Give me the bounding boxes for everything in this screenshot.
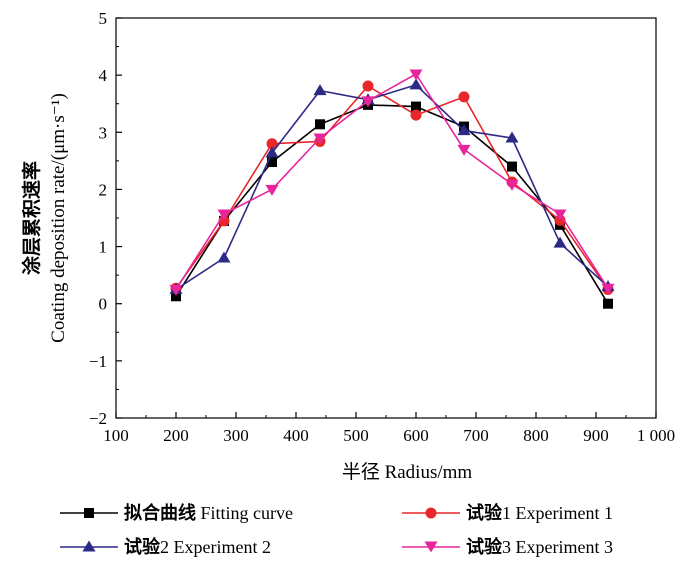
series-0 — [171, 99, 613, 309]
legend-marker-experiment-2 — [82, 540, 96, 552]
legend-label-fitting: 拟合曲线 Fitting curve — [124, 502, 293, 523]
data-point — [603, 298, 613, 309]
legend-label-experiment-1-en: Experiment 1 — [516, 503, 613, 523]
y-tick-label: 1 — [99, 238, 108, 257]
series-3 — [169, 69, 615, 296]
legend-label-experiment-1-num: 1 — [502, 503, 511, 523]
data-point — [553, 209, 567, 221]
y-tick-label: 3 — [99, 123, 108, 142]
x-tick-label: 600 — [403, 426, 429, 445]
x-tick-label: 200 — [163, 426, 189, 445]
x-tick-label: 500 — [343, 426, 369, 445]
x-tick-label: 700 — [463, 426, 489, 445]
legend-label-fitting-zh: 拟合曲线 — [124, 502, 196, 523]
y-tick-label: 5 — [99, 9, 108, 28]
y-tick-label: −1 — [89, 352, 107, 371]
legend-label-experiment-3-zh: 试验 — [466, 536, 503, 557]
data-point — [171, 291, 181, 302]
x-tick-label: 100 — [103, 426, 129, 445]
data-point — [266, 138, 278, 150]
y-axis-title-en: Coating deposition rate/(μm·s⁻¹) — [48, 93, 69, 343]
data-point — [267, 157, 277, 167]
legend-marker-experiment-3 — [424, 541, 438, 553]
legend-label-experiment-2: 试验2 Experiment 2 — [124, 536, 271, 557]
legend-item-fitting: 拟合曲线 Fitting curve — [60, 502, 293, 523]
data-point — [217, 251, 231, 263]
x-tick-label: 1 000 — [637, 426, 675, 445]
legend-marker-fitting — [84, 508, 94, 518]
x-tick-label: 900 — [583, 426, 609, 445]
x-tick-label: 800 — [523, 426, 549, 445]
legend: 拟合曲线 Fitting curve 试验1 Experiment 1 试验2 … — [60, 502, 613, 557]
data-point — [505, 131, 519, 143]
legend-item-experiment-2: 试验2 Experiment 2 — [60, 536, 271, 557]
series-layer — [169, 69, 615, 309]
legend-label-experiment-3-en: Experiment 3 — [516, 537, 613, 557]
legend-item-experiment-1: 试验1 Experiment 1 — [402, 502, 613, 523]
x-tick-label: 300 — [223, 426, 249, 445]
data-point — [409, 78, 423, 90]
data-point — [315, 119, 325, 130]
x-axis-ticks: 100 200 300 400 500 600 700 800 900 1 000 — [103, 412, 675, 445]
series-line — [175, 104, 609, 305]
data-point — [457, 124, 471, 136]
data-point — [507, 161, 517, 172]
legend-label-experiment-2-num: 2 — [160, 537, 169, 557]
y-tick-label: 4 — [99, 66, 108, 85]
data-point — [457, 144, 471, 156]
data-point — [265, 184, 279, 196]
legend-label-fitting-en: Fitting curve — [201, 503, 294, 523]
series-line — [175, 84, 609, 291]
y-tick-label: 2 — [99, 180, 108, 199]
y-axis-title: 涂层累积速率 Coating deposition rate/(μm·s⁻¹) — [20, 93, 69, 343]
series-line — [175, 85, 609, 290]
legend-label-experiment-1: 试验1 Experiment 1 — [466, 502, 613, 523]
data-point — [265, 146, 279, 158]
data-point — [553, 236, 567, 248]
data-point — [362, 80, 374, 92]
data-point — [409, 69, 423, 81]
series-line — [175, 73, 609, 290]
y-axis-title-zh: 涂层累积速率 — [20, 161, 43, 275]
legend-label-experiment-3-num: 3 — [502, 537, 511, 557]
data-point — [313, 84, 327, 96]
legend-label-experiment-3: 试验3 Experiment 3 — [466, 536, 613, 557]
y-tick-label: −2 — [89, 409, 107, 428]
x-tick-label: 400 — [283, 426, 309, 445]
legend-label-experiment-2-en: Experiment 2 — [174, 537, 271, 557]
legend-label-experiment-2-zh: 试验 — [124, 536, 161, 557]
plot-frame — [115, 17, 657, 419]
legend-item-experiment-3: 试验3 Experiment 3 — [402, 536, 613, 557]
data-point — [361, 96, 375, 108]
data-point — [410, 109, 422, 121]
legend-label-experiment-1-zh: 试验 — [466, 502, 503, 523]
legend-marker-experiment-1 — [425, 507, 437, 519]
data-point — [313, 133, 327, 145]
data-point — [169, 284, 183, 296]
series-1 — [170, 80, 614, 295]
x-axis-title: 半径 Radius/mm — [342, 461, 473, 483]
data-point — [458, 91, 470, 103]
data-point — [505, 179, 519, 191]
data-point — [217, 209, 231, 221]
data-point — [411, 101, 421, 112]
series-2 — [169, 78, 615, 294]
y-tick-label: 0 — [99, 295, 108, 314]
y-axis-ticks: −2 −1 0 1 2 3 4 5 — [89, 9, 122, 428]
data-point — [601, 283, 615, 295]
